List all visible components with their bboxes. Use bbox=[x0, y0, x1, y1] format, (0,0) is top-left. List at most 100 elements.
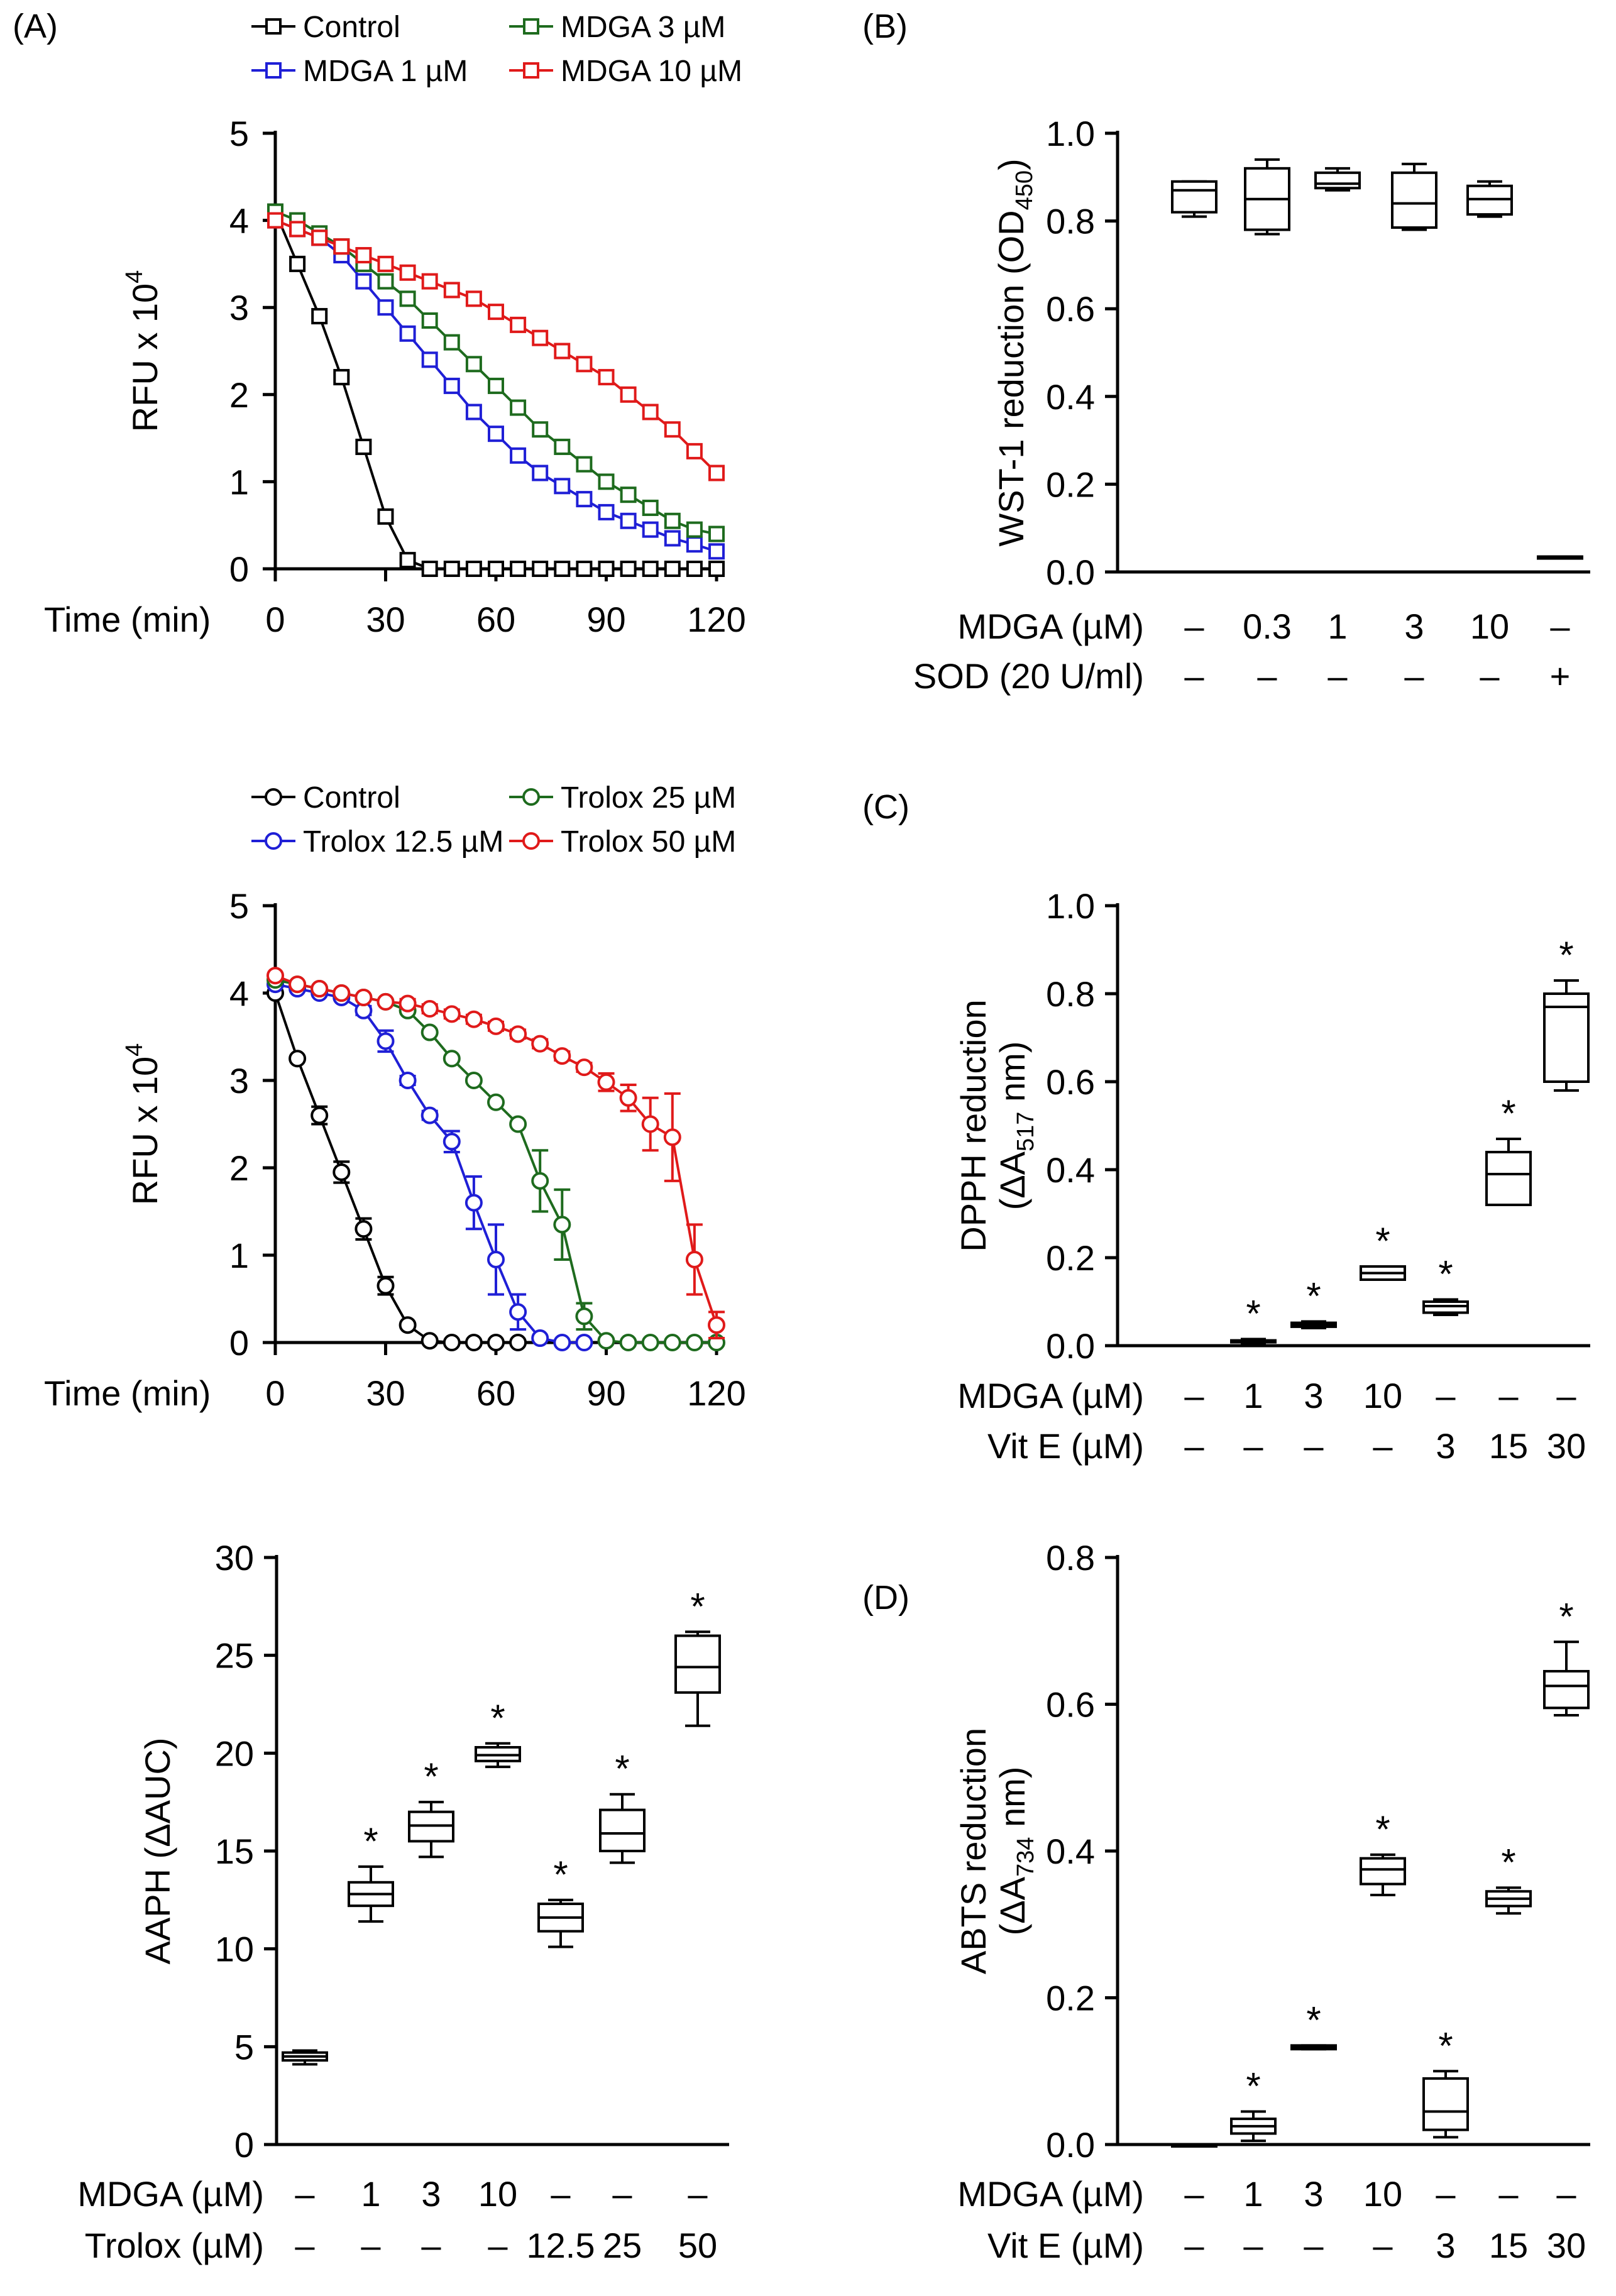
panel-label-a: (A) bbox=[13, 8, 58, 45]
condition-value: 10 bbox=[1363, 1376, 1402, 1415]
data-point bbox=[442, 1005, 461, 1023]
condition-value: 3 bbox=[1304, 2174, 1323, 2214]
box-body bbox=[1485, 1151, 1532, 1206]
condition-value: – bbox=[1373, 1426, 1393, 1466]
data-point bbox=[377, 1032, 395, 1050]
significance-star: * bbox=[1246, 1293, 1260, 1335]
data-point bbox=[531, 1035, 549, 1053]
condition-value: – bbox=[295, 2226, 315, 2265]
data-point bbox=[641, 1334, 659, 1351]
legend-label: Control bbox=[303, 11, 400, 44]
legend-label: MDGA 1 µM bbox=[303, 55, 468, 88]
legend-marker bbox=[265, 62, 282, 79]
data-point bbox=[532, 561, 549, 577]
data-point bbox=[289, 255, 306, 272]
data-point bbox=[532, 329, 549, 346]
condition-value: 3 bbox=[1436, 2226, 1455, 2265]
y-tick-label: 20 bbox=[215, 1733, 254, 1773]
y-tick-label: 4 bbox=[229, 974, 249, 1013]
box-ctrl bbox=[282, 2049, 328, 2066]
data-point bbox=[510, 447, 527, 464]
data-point bbox=[642, 499, 659, 516]
data-point bbox=[399, 1072, 417, 1089]
box-body bbox=[1543, 1669, 1590, 1710]
y-tick-label: 0.2 bbox=[1046, 1238, 1095, 1278]
condition-label: Vit E (µM) bbox=[987, 2226, 1144, 2265]
data-point bbox=[708, 525, 725, 542]
box-ctrl bbox=[1171, 180, 1217, 218]
legend-label: MDGA 3 µM bbox=[561, 11, 725, 44]
significance-star: * bbox=[1306, 1999, 1321, 2041]
data-point bbox=[289, 975, 307, 994]
y-tick-label: 10 bbox=[215, 1930, 254, 1969]
y-tick-label: 2 bbox=[229, 1148, 249, 1188]
condition-value: – bbox=[361, 2226, 381, 2265]
data-point bbox=[619, 1089, 637, 1107]
x-tick-label: 60 bbox=[476, 1373, 515, 1413]
data-point bbox=[377, 1277, 395, 1295]
y-axis-title: AAPH (ΔAUC) bbox=[138, 1738, 177, 1965]
significance-star: * bbox=[615, 1748, 629, 1790]
y-tick-label: 0 bbox=[229, 549, 249, 589]
data-point bbox=[620, 512, 637, 529]
box-0.3 bbox=[1244, 158, 1290, 236]
data-point bbox=[686, 521, 703, 538]
series-line bbox=[274, 992, 519, 1344]
box-e15: * bbox=[1485, 1841, 1532, 1915]
y-axis-title: DPPH reduction bbox=[954, 999, 993, 1252]
legend-marker bbox=[265, 788, 282, 806]
y-tick-label: 1.0 bbox=[1046, 114, 1095, 153]
y-tick-label: 0.0 bbox=[1046, 2125, 1095, 2165]
x-axis-title: Time (min) bbox=[44, 1373, 211, 1413]
box-m3: * bbox=[1290, 1999, 1337, 2051]
box-m1: * bbox=[1230, 2065, 1277, 2143]
data-point bbox=[464, 1194, 483, 1212]
y-axis-title-sup: 4 bbox=[121, 1043, 148, 1057]
data-point bbox=[509, 1334, 527, 1351]
condition-value: – bbox=[1550, 607, 1570, 646]
data-point bbox=[597, 1073, 615, 1091]
legend-item: Trolox 25 µM bbox=[509, 781, 736, 815]
data-point bbox=[531, 1329, 549, 1348]
data-point bbox=[685, 1250, 703, 1268]
data-point bbox=[333, 984, 351, 1002]
data-point bbox=[619, 1334, 637, 1351]
data-point bbox=[509, 1025, 527, 1043]
data-point bbox=[465, 356, 482, 373]
condition-value: – bbox=[1480, 656, 1500, 696]
condition-value: – bbox=[551, 2174, 571, 2214]
condition-value: – bbox=[1436, 1376, 1456, 1415]
condition-value: – bbox=[1243, 2226, 1263, 2265]
data-point bbox=[377, 992, 395, 1011]
y-tick-label: 0.0 bbox=[1046, 552, 1095, 592]
data-point bbox=[333, 238, 350, 255]
condition-value: – bbox=[1304, 1426, 1324, 1466]
data-point bbox=[641, 1115, 659, 1133]
data-point bbox=[420, 1332, 439, 1350]
data-point bbox=[664, 512, 681, 529]
box-e30: * bbox=[1543, 1595, 1590, 1717]
data-point bbox=[620, 386, 637, 403]
condition-label: Vit E (µM) bbox=[987, 1426, 1144, 1466]
box-e3: * bbox=[1422, 1253, 1469, 1316]
significance-star: * bbox=[553, 1854, 568, 1896]
y-axis-title: RFU x 104 bbox=[121, 270, 165, 432]
significance-star: * bbox=[1559, 1595, 1573, 1637]
data-point bbox=[686, 442, 703, 459]
data-point bbox=[531, 1172, 549, 1190]
y-tick-label: 0.8 bbox=[1046, 974, 1095, 1014]
y-tick-label: 0.8 bbox=[1046, 202, 1095, 241]
data-point bbox=[311, 980, 329, 998]
data-point bbox=[377, 508, 394, 525]
y-tick-label: 5 bbox=[234, 2027, 254, 2067]
data-point bbox=[487, 1250, 505, 1268]
y-tick-label: 3 bbox=[229, 1061, 249, 1101]
data-point bbox=[377, 273, 394, 290]
legend-marker bbox=[523, 18, 539, 35]
data-point bbox=[442, 1334, 461, 1351]
data-point bbox=[399, 325, 416, 342]
data-point bbox=[597, 1332, 615, 1350]
data-point bbox=[289, 221, 306, 238]
